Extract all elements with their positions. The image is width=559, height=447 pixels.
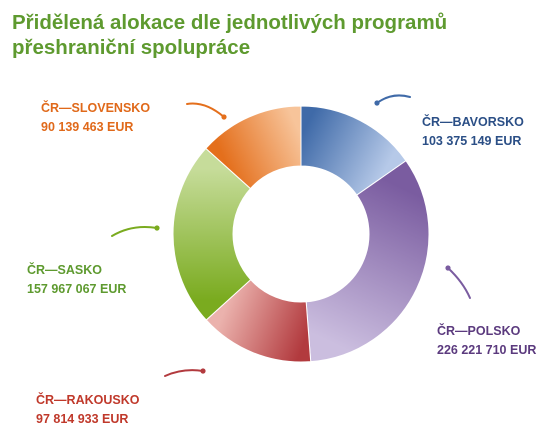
- arrowhead-0: [374, 100, 380, 106]
- arrowhead-3: [154, 225, 160, 231]
- arrowhead-4: [221, 114, 227, 120]
- slice-slovensko: [205, 105, 302, 190]
- arrow-4: [186, 102, 225, 118]
- title-line-1: Přidělená alokace dle jednotlivých progr…: [12, 11, 448, 34]
- arrow-3: [111, 226, 158, 237]
- label-rakousko-value: 97 814 933 EUR: [36, 412, 129, 426]
- label-sasko: ČR—SASKO 157 967 067 EUR: [27, 261, 126, 299]
- label-sasko-value: 157 967 067 EUR: [27, 282, 127, 296]
- slice-sasko: [172, 147, 252, 321]
- arrow-2: [164, 369, 204, 377]
- label-bavorsko: ČR—BAVORSKO 103 375 149 EUR: [422, 113, 524, 151]
- arrows: [111, 94, 471, 377]
- title-line-2: přeshraniční spolupráce: [12, 36, 251, 59]
- slices: [172, 105, 430, 363]
- label-polsko: ČR—POLSKO 226 221 710 EUR: [437, 322, 536, 360]
- slice-polsko: [305, 160, 430, 363]
- label-rakousko-name: ČR—RAKOUSKO: [36, 393, 140, 407]
- label-polsko-name: ČR—POLSKO: [437, 324, 521, 338]
- chart-title: Přidělená alokace dle jednotlivých progr…: [12, 10, 532, 60]
- label-slovensko: ČR—SLOVENSKO 90 139 463 EUR: [41, 99, 150, 137]
- arrow-1: [447, 267, 471, 299]
- arrow-0: [376, 94, 411, 104]
- label-bavorsko-name: ČR—BAVORSKO: [422, 115, 524, 129]
- arrowhead-1: [445, 265, 451, 271]
- label-slovensko-value: 90 139 463 EUR: [41, 120, 134, 134]
- label-slovensko-name: ČR—SLOVENSKO: [41, 101, 151, 115]
- arrowhead-2: [200, 368, 206, 374]
- label-polsko-value: 226 221 710 EUR: [437, 343, 537, 357]
- label-bavorsko-value: 103 375 149 EUR: [422, 134, 522, 148]
- label-sasko-name: ČR—SASKO: [27, 263, 103, 277]
- label-rakousko: ČR—RAKOUSKO 97 814 933 EUR: [36, 391, 139, 429]
